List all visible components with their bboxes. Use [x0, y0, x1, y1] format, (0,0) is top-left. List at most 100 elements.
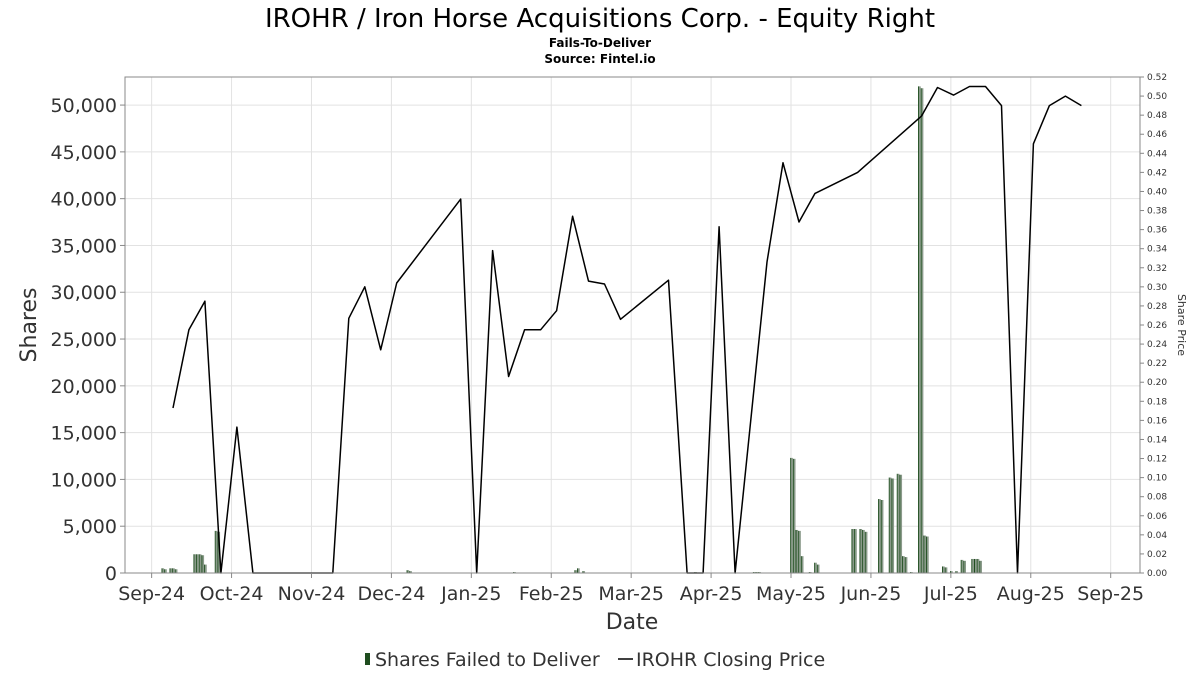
y-tick-label: 30,000 [51, 282, 117, 304]
ftd-bar-shade [860, 529, 863, 573]
ftd-bar [161, 568, 163, 573]
ftd-bar [896, 473, 898, 573]
y2-tick-label: 0.30 [1147, 283, 1167, 293]
y2-tick-label: 0.02 [1147, 550, 1167, 560]
x-tick-label: Feb-25 [519, 583, 584, 605]
ftd-bar [899, 474, 901, 573]
ftd-bar [923, 535, 925, 573]
ftd-bar [814, 562, 816, 573]
x-tick-label: Sep-25 [1077, 583, 1144, 605]
ftd-bar-shade [162, 568, 165, 573]
ftd-bar-shade [578, 568, 580, 573]
y2-tick-label: 0.04 [1147, 531, 1167, 541]
ftd-bar-shade [924, 535, 927, 573]
ftd-bar [963, 560, 965, 573]
ftd-bar [574, 570, 576, 573]
ftd-bar-shade [897, 473, 900, 573]
y2-tick-label: 0.36 [1147, 226, 1167, 236]
y2-tick-label: 0.20 [1147, 378, 1167, 388]
y2-tick-label: 0.38 [1147, 207, 1167, 217]
ftd-bar [880, 500, 882, 573]
y2-tick-label: 0.06 [1147, 512, 1167, 522]
x-tick-label: Apr-25 [680, 583, 743, 605]
y2-tick-label: 0.32 [1147, 264, 1167, 274]
ftd-bar-shade [205, 564, 207, 573]
x-tick-label: May-25 [756, 583, 826, 605]
ftd-bar-shade [852, 529, 855, 573]
ftd-bar [201, 555, 203, 573]
ftd-bar [196, 554, 198, 573]
ftd-bar-shade [855, 529, 857, 573]
ftd-bar [918, 86, 920, 573]
ftd-bar-shade [903, 556, 905, 573]
ftd-bar [854, 529, 856, 573]
y-tick-label: 0 [105, 563, 117, 585]
y-tick-label: 35,000 [51, 235, 117, 257]
y2-tick-label: 0.42 [1147, 168, 1167, 178]
x-tick-label: Aug-25 [997, 583, 1065, 605]
ftd-bar [960, 559, 962, 573]
y2-tick-label: 0.24 [1147, 340, 1167, 350]
x-axis-title: Date [606, 610, 659, 635]
x-tick-label: Jan-25 [440, 583, 501, 605]
y2-tick-label: 0.44 [1147, 149, 1167, 159]
ftd-bar-shade [889, 477, 892, 573]
y2-tick-label: 0.18 [1147, 397, 1167, 407]
x-tick-label: Oct-24 [200, 583, 264, 605]
y2-tick-label: 0.48 [1147, 111, 1167, 121]
ftd-bar [979, 560, 981, 573]
ftd-bar-shade [980, 560, 982, 573]
legend-line-label: IROHR Closing Price [636, 649, 825, 671]
y2-tick-label: 0.46 [1147, 130, 1167, 140]
ftd-bar [790, 457, 792, 573]
ftd-bar-shade [961, 559, 964, 573]
chart-source: Source: Fintel.io [544, 52, 655, 66]
y-axis-title: Shares [17, 288, 42, 363]
ftd-bar-shade [575, 570, 578, 573]
ftd-bar [577, 568, 579, 573]
ftd-bar-shade [796, 529, 799, 573]
legend-bar-swatch [365, 653, 370, 665]
ftd-bar-shade [583, 571, 586, 573]
ftd-bar [217, 531, 219, 573]
y2-tick-label: 0.22 [1147, 359, 1167, 369]
y-tick-label: 25,000 [51, 329, 117, 351]
ftd-bar-shade [197, 554, 199, 573]
ftd-bar [942, 566, 944, 573]
ftd-bar-shade [975, 558, 977, 573]
ftd-bar [204, 564, 206, 573]
ftd-bar [214, 530, 216, 573]
ftd-bar-shade [202, 555, 205, 573]
ftd-bar [851, 529, 853, 573]
y-tick-label: 15,000 [51, 423, 117, 445]
ftd-bar [800, 556, 802, 573]
ftd-bar-shade [879, 499, 881, 573]
ftd-bar-shade [194, 554, 197, 573]
ftd-bar [798, 530, 800, 573]
y2-tick-label: 0.52 [1147, 73, 1167, 83]
y2-tick-label: 0.28 [1147, 302, 1167, 312]
ftd-bar-shade [892, 478, 895, 573]
ftd-bar-shade [791, 457, 793, 573]
ftd-bar [864, 531, 866, 573]
ftd-bar-shade [951, 571, 953, 573]
ftd-bar-shade [945, 567, 948, 573]
x-tick-label: Sep-24 [118, 583, 185, 605]
ftd-bar-shade [927, 536, 929, 573]
ftd-bar [926, 536, 928, 573]
ftd-bar-shade [900, 474, 903, 573]
gridlines [125, 77, 1140, 574]
x-tick-label: Jun-25 [840, 583, 902, 605]
ftd-bar [198, 554, 200, 573]
ftd-bar [891, 478, 893, 573]
x-tick-label: Mar-25 [598, 583, 664, 605]
ftd-bar [816, 564, 818, 573]
ftd-bar-shade [863, 529, 865, 573]
ftd-bar-shade [173, 568, 175, 573]
y2-tick-label: 0.00 [1147, 569, 1167, 579]
left-axis-ticks: 0 5,000 10,000 15,000 20,000 25,000 30,000 35,0… [51, 95, 125, 585]
ftd-bar [169, 568, 171, 573]
y2-tick-label: 0.34 [1147, 245, 1167, 255]
ftd-bar-shade [919, 86, 921, 573]
ftd-bar [974, 558, 975, 573]
